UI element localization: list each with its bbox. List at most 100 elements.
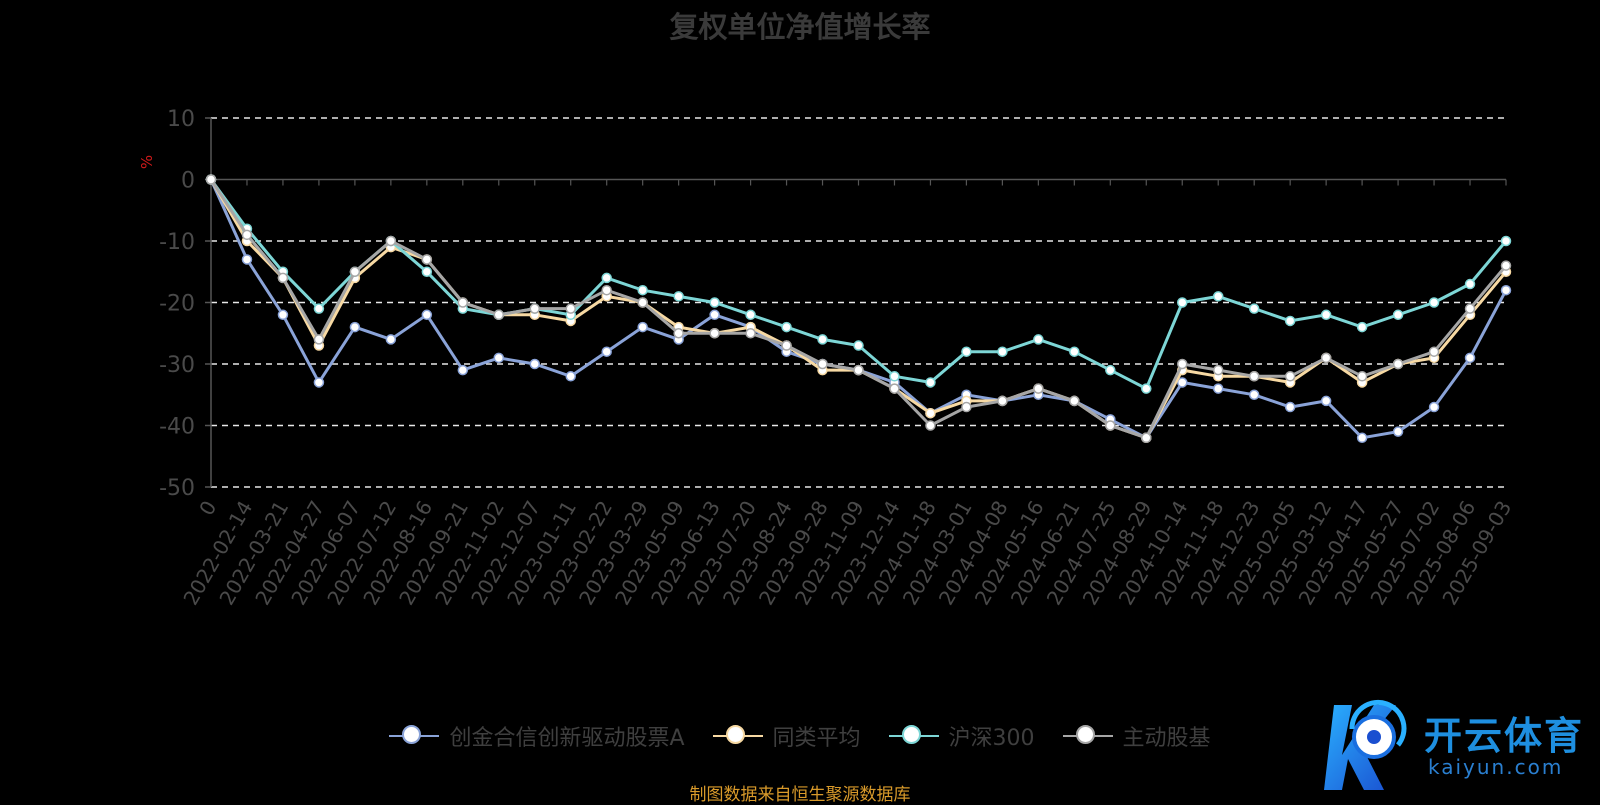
- legend: 创金合信创新驱动股票A 同类平均 沪深300 主动股基: [0, 720, 1600, 752]
- data-point: [781, 340, 792, 351]
- series-line: [209, 178, 1508, 440]
- y-tick-label: -20: [159, 292, 195, 317]
- y-tick-label: -50: [159, 476, 195, 501]
- series-2: [205, 174, 1512, 394]
- data-point: [1284, 401, 1296, 413]
- data-point: [1500, 235, 1512, 247]
- y-tick-label: -30: [159, 353, 195, 378]
- legend-label: 主动股基: [1122, 726, 1211, 751]
- data-point: [1356, 371, 1368, 382]
- data-point: [493, 309, 505, 321]
- data-point: [781, 321, 792, 333]
- series-3: [205, 174, 1512, 444]
- data-point: [997, 346, 1008, 357]
- legend-item[interactable]: 同类平均: [712, 720, 861, 752]
- data-point: [1392, 426, 1404, 437]
- data-point: [961, 346, 972, 357]
- data-point: [1212, 291, 1224, 302]
- data-point: [709, 297, 720, 308]
- data-point: [1177, 297, 1188, 308]
- grid: [211, 117, 1506, 488]
- data-point: [1177, 377, 1188, 388]
- chart-title: 复权单位净值增长率: [669, 10, 931, 44]
- data-point: [1500, 260, 1512, 271]
- data-point: [1105, 364, 1116, 376]
- data-point: [277, 309, 289, 321]
- data-point: [385, 235, 397, 247]
- data-point: [817, 358, 828, 370]
- data-point: [961, 401, 972, 413]
- data-point: [925, 407, 936, 419]
- data-point: [493, 352, 505, 364]
- data-point: [853, 340, 864, 351]
- data-point: [1069, 395, 1080, 407]
- data-point: [1212, 364, 1224, 376]
- data-point: [349, 321, 361, 333]
- data-point: [421, 266, 433, 277]
- data-point: [1320, 309, 1332, 321]
- x-tick-label: 0: [194, 497, 221, 520]
- data-point: [1284, 315, 1296, 327]
- legend-marker-icon: [389, 724, 440, 748]
- data-point: [421, 309, 433, 321]
- data-point: [673, 291, 684, 302]
- series-line: [209, 178, 1508, 391]
- data-point: [1428, 401, 1440, 413]
- y-tick-label: -10: [159, 230, 195, 255]
- data-point: [1392, 358, 1404, 370]
- data-point: [1464, 352, 1476, 364]
- logo-text-en: kaiyun.com: [1428, 755, 1564, 779]
- data-point: [853, 364, 864, 376]
- data-point: [1033, 334, 1044, 345]
- data-point: [241, 254, 253, 265]
- logo: 开云体育 kaiyun.com: [1312, 695, 1600, 800]
- data-point: [745, 309, 756, 321]
- y-tick-label: 0: [181, 169, 195, 194]
- data-point: [385, 334, 397, 345]
- data-point: [205, 174, 217, 185]
- data-point: [1356, 432, 1368, 444]
- y-tick-label: 10: [167, 107, 195, 132]
- data-point: [601, 272, 612, 284]
- y-tick-label: -40: [159, 415, 195, 440]
- data-point: [1320, 352, 1332, 364]
- legend-marker-icon: [888, 724, 939, 748]
- data-point: [1284, 371, 1296, 382]
- data-point: [529, 358, 540, 370]
- data-point: [601, 284, 612, 296]
- legend-item[interactable]: 创金合信创新驱动股票A: [389, 720, 685, 752]
- data-point: [313, 334, 325, 345]
- data-point: [817, 334, 828, 345]
- data-point: [277, 272, 289, 284]
- data-point: [457, 364, 469, 376]
- legend-item[interactable]: 主动股基: [1062, 720, 1211, 752]
- data-point: [925, 377, 936, 388]
- data-point: [1356, 321, 1368, 333]
- data-point: [1248, 389, 1260, 400]
- data-point: [1464, 303, 1476, 314]
- data-point: [421, 254, 433, 265]
- legend-marker-icon: [712, 724, 763, 748]
- data-point: [673, 328, 684, 339]
- series-0: [205, 174, 1512, 444]
- data-point: [889, 371, 900, 382]
- data-point: [1141, 383, 1152, 394]
- data-point: [1141, 432, 1152, 444]
- logo-text-cn: 开云体育: [1424, 714, 1585, 758]
- data-point: [1177, 358, 1188, 370]
- data-point: [997, 395, 1008, 407]
- legend-item[interactable]: 沪深300: [888, 720, 1035, 752]
- data-point: [637, 284, 648, 296]
- data-point: [1212, 383, 1224, 394]
- kaiyun-logo-icon: [1324, 699, 1407, 790]
- data-point: [349, 266, 361, 277]
- data-point: [565, 303, 576, 314]
- data-point: [709, 309, 720, 321]
- data-point: [1500, 284, 1512, 296]
- data-point: [601, 346, 612, 357]
- data-point: [565, 371, 576, 382]
- series-line: [209, 178, 1508, 440]
- data-point: [457, 297, 469, 308]
- y-axis-label: %: [138, 155, 156, 169]
- data-point: [637, 297, 648, 308]
